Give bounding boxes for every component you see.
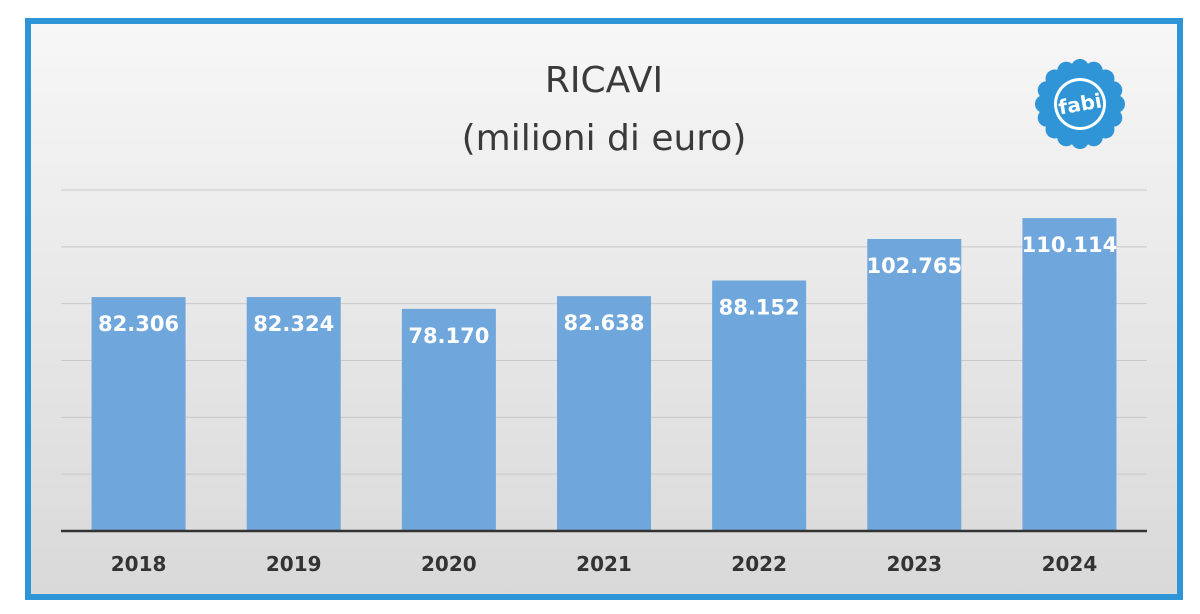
logo-petal (1107, 95, 1125, 113)
bar (246, 297, 341, 531)
x-tick-label: 2018 (111, 552, 167, 576)
logo-petal (1084, 128, 1103, 147)
flower-logo-icon: fabi (1035, 59, 1125, 149)
title-line-2: (milioni di euro) (461, 118, 747, 159)
bar (1022, 218, 1117, 531)
logo-petal (1035, 95, 1053, 113)
data-label: 78.170 (408, 324, 489, 348)
chart-title: RICAVI (milioni di euro) (31, 52, 1177, 168)
data-label: 82.306 (98, 312, 179, 336)
data-label: 82.638 (563, 311, 644, 335)
x-tick-label: 2019 (266, 552, 322, 576)
x-tick-label: 2020 (421, 552, 477, 576)
logo-petal (1071, 59, 1089, 77)
logo-petal (1037, 108, 1056, 127)
logo-petal (1071, 131, 1089, 149)
x-tick-label: 2024 (1042, 552, 1098, 576)
data-label: 102.765 (866, 254, 962, 278)
logo-petal (1104, 81, 1123, 100)
x-tick-label: 2022 (731, 552, 787, 576)
bar (557, 296, 651, 531)
logo-petal (1057, 61, 1076, 80)
data-label: 82.324 (253, 312, 334, 336)
bar (91, 297, 186, 531)
data-label: 110.114 (1022, 233, 1118, 257)
x-tick-label: 2023 (886, 552, 942, 576)
x-tick-label: 2021 (576, 552, 632, 576)
bar (401, 308, 496, 531)
bar-chart: 82.306 2018 82.324 2019 78.170 2020 82.638 2021… (61, 189, 1147, 576)
bar (712, 280, 807, 531)
bar (867, 238, 962, 531)
title-line-1: RICAVI (544, 60, 664, 101)
chart-frame: RICAVI (milioni di euro) fabi 82.306 2018… (25, 18, 1183, 600)
data-label: 88.152 (719, 296, 800, 320)
